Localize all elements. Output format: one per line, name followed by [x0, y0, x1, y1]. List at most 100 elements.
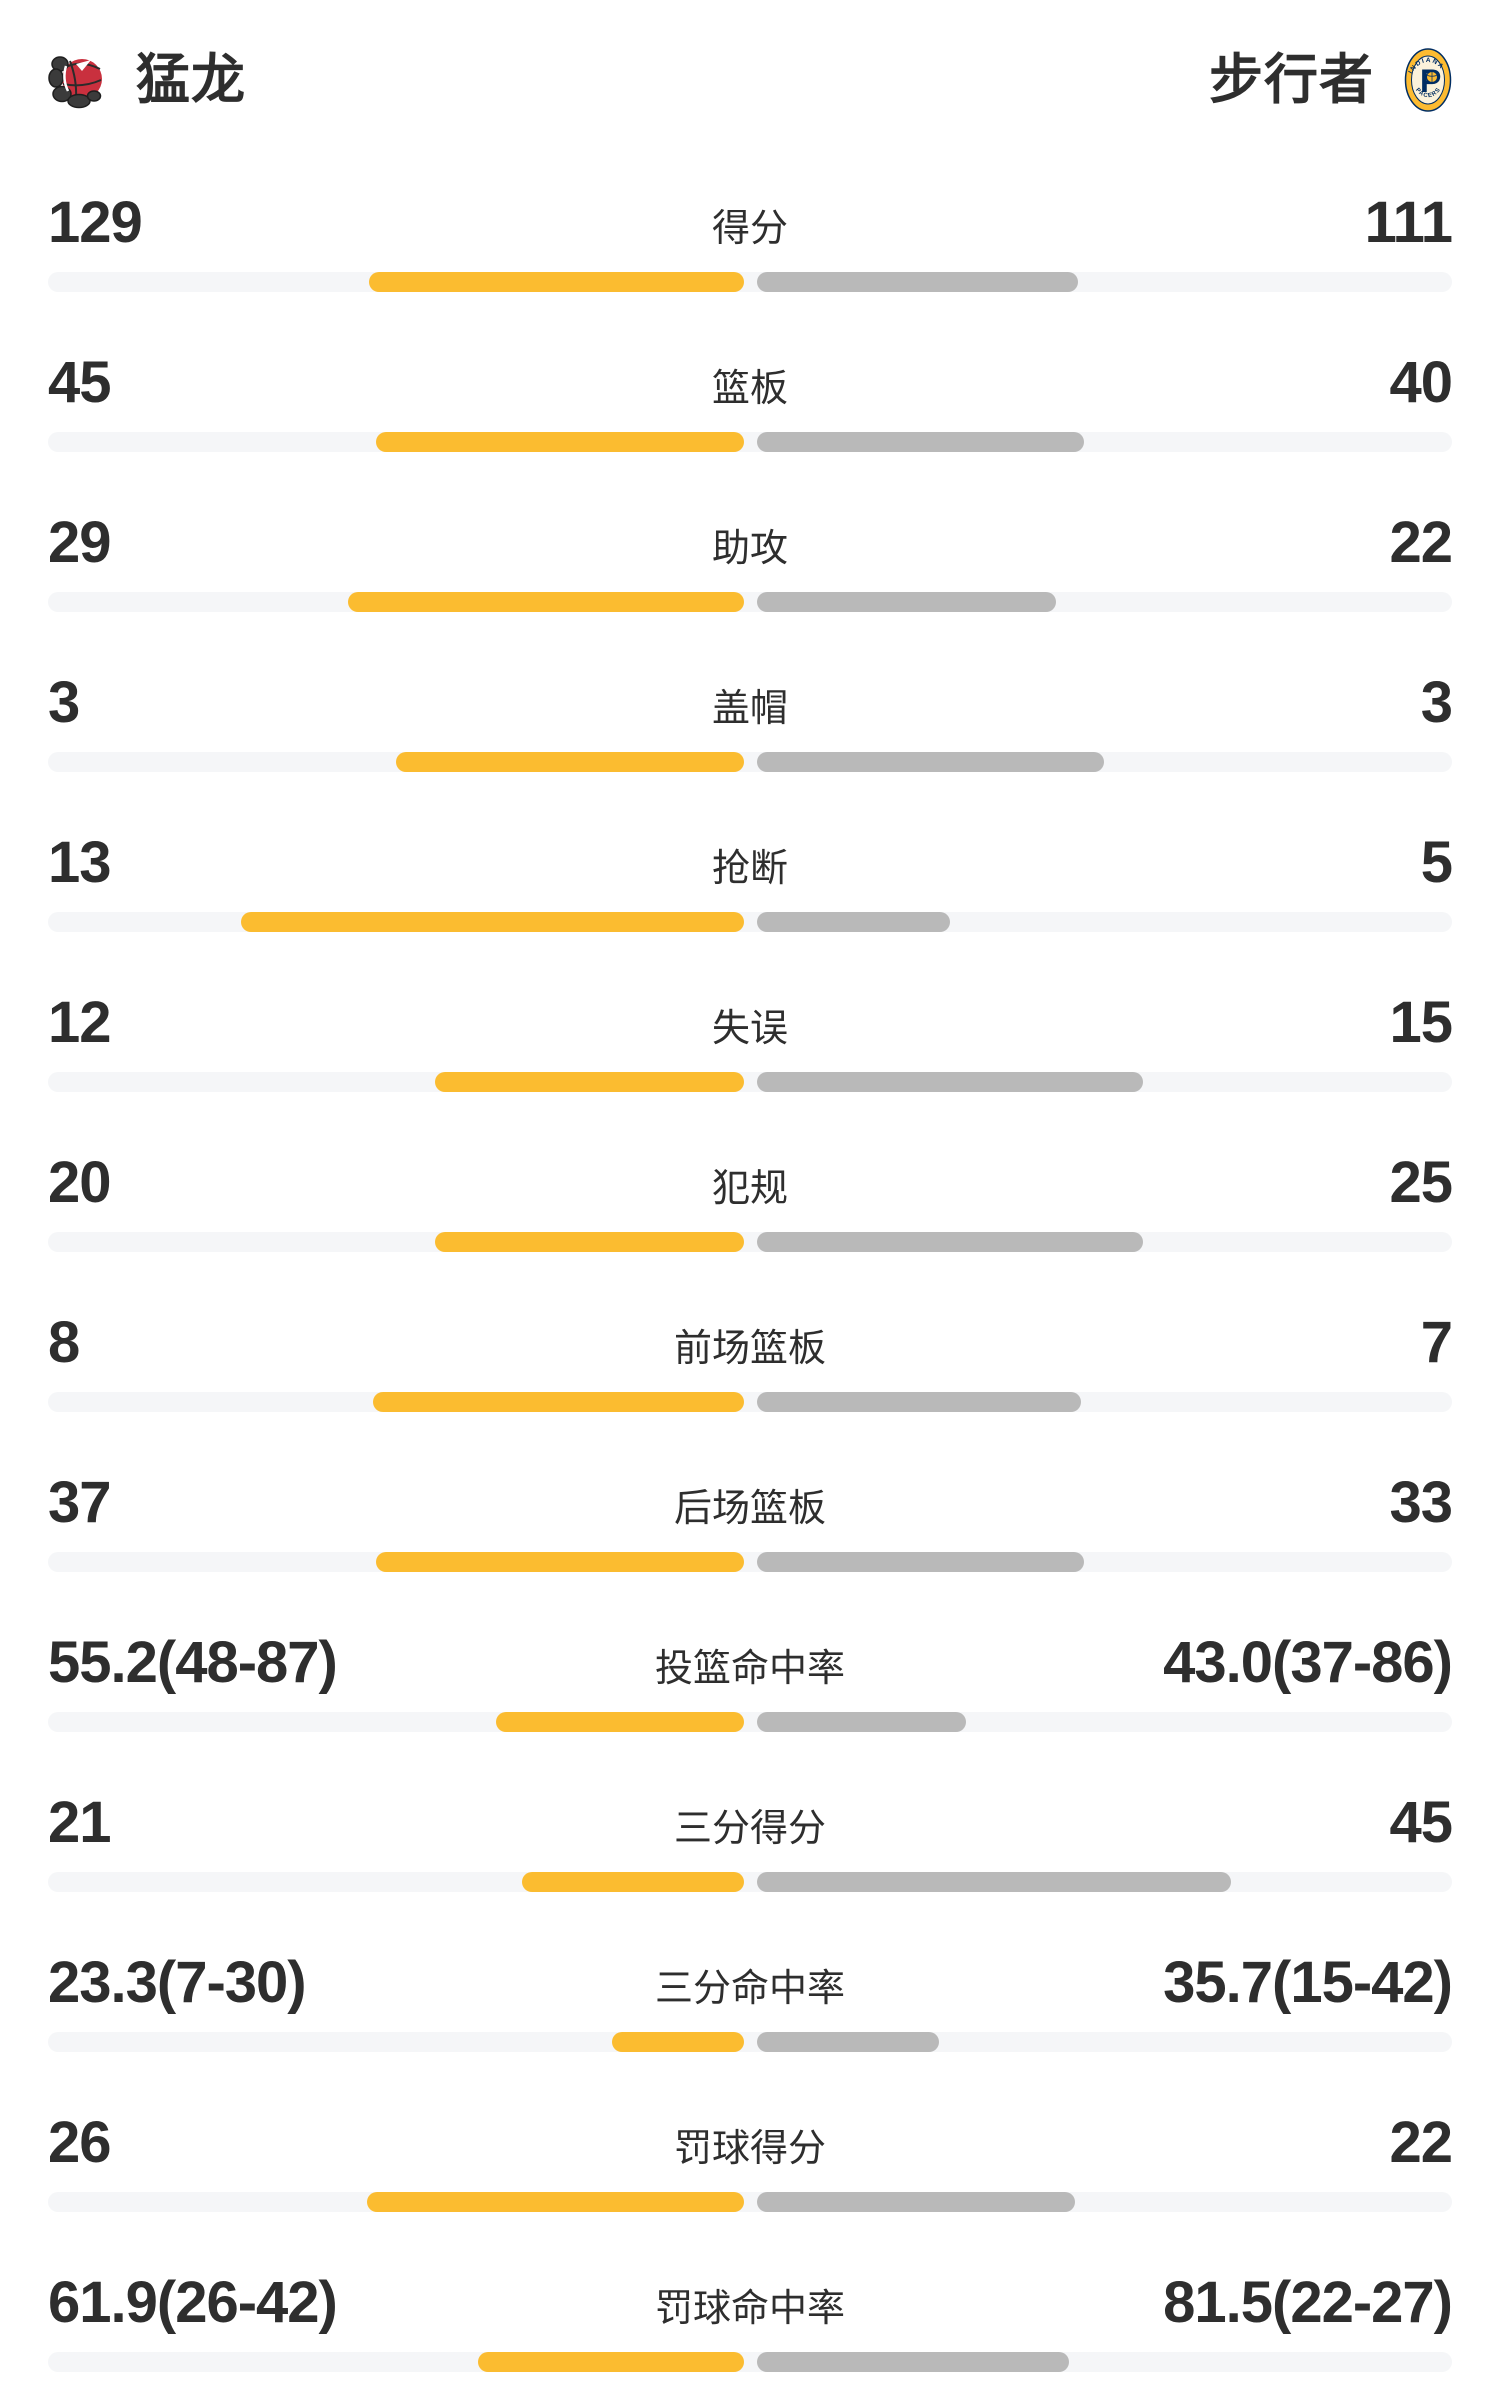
- stat-bar-right-half: [756, 1712, 1453, 1732]
- stat-bar-track: [48, 1392, 1452, 1412]
- stat-bar-left-half: [48, 1232, 744, 1252]
- stat-value-right: 43.0(37-86): [1163, 1630, 1453, 1695]
- stat-bar-right: [756, 2192, 1076, 2212]
- stat-bar-track: [48, 432, 1452, 452]
- stat-bar-left-half: [48, 2032, 744, 2052]
- stat-bar-right: [756, 1392, 1082, 1412]
- stat-value-left: 3: [48, 670, 80, 735]
- stat-value-right: 25: [1389, 1150, 1453, 1215]
- stat-bar-right-half: [756, 2032, 1453, 2052]
- stat-row: 61.9(26-42) 罚球命中率 81.5(22-27): [0, 2240, 1500, 2400]
- stat-bar-left: [477, 2352, 744, 2372]
- stat-value-right: 5: [1420, 830, 1453, 895]
- stat-bar-right: [756, 592, 1057, 612]
- stat-label: 三分得分: [673, 1808, 826, 1850]
- stat-value-left: 55.2(48-87): [48, 1630, 338, 1695]
- stat-bar-left: [375, 1552, 744, 1572]
- stat-row: 129 得分 111: [0, 160, 1500, 320]
- stat-bar-right-half: [756, 912, 1453, 932]
- stat-bar-left: [375, 432, 744, 452]
- stat-bar-track: [48, 1232, 1452, 1252]
- stat-row: 23.3(7-30) 三分命中率 35.7(15-42): [0, 1920, 1500, 2080]
- stat-bar-left: [612, 2032, 744, 2052]
- stat-row: 12 失误 15: [0, 960, 1500, 1120]
- stat-bar-right: [756, 1872, 1231, 1892]
- stat-bar-left-half: [48, 2352, 744, 2372]
- stat-bar-left-half: [48, 272, 744, 292]
- stat-bar-right-half: [756, 432, 1453, 452]
- stat-bar-track: [48, 1712, 1452, 1732]
- stat-bar-track: [48, 2032, 1452, 2052]
- stat-bar-left-half: [48, 592, 744, 612]
- stat-bar-right: [756, 1072, 1144, 1092]
- stat-bar-left-half: [48, 1712, 744, 1732]
- stat-bar-track: [48, 592, 1452, 612]
- stat-bar-right: [756, 272, 1078, 292]
- stat-bar-right-half: [756, 2352, 1453, 2372]
- stat-label: 盖帽: [711, 688, 788, 730]
- stat-bar-right-half: [756, 752, 1453, 772]
- stat-bar-right-half: [756, 1872, 1453, 1892]
- stat-label: 犯规: [711, 1168, 788, 1210]
- stat-row: 29 助攻 22: [0, 480, 1500, 640]
- stat-row: 20 犯规 25: [0, 1120, 1500, 1280]
- stat-bar-left: [347, 592, 744, 612]
- team-left-name: 猛龙: [136, 50, 246, 110]
- stat-bar-left-half: [48, 1072, 744, 1092]
- stat-bar-right: [756, 1552, 1085, 1572]
- stat-bar-left-half: [48, 1392, 744, 1412]
- stat-label: 投篮命中率: [654, 1648, 845, 1690]
- team-right-name: 步行者: [1209, 50, 1374, 110]
- stat-value-left: 20: [48, 1150, 112, 1215]
- stat-label: 得分: [711, 208, 788, 250]
- stat-bar-track: [48, 2192, 1452, 2212]
- stat-value-right: 81.5(22-27): [1163, 2270, 1453, 2335]
- stat-bar-track: [48, 272, 1452, 292]
- stat-row: 37 后场篮板 33: [0, 1440, 1500, 1600]
- stat-bar-right: [756, 432, 1085, 452]
- stat-value-right: 33: [1389, 1470, 1453, 1535]
- stat-bar-right: [756, 752, 1105, 772]
- stat-value-left: 12: [48, 990, 112, 1055]
- stat-value-left: 61.9(26-42): [48, 2270, 338, 2335]
- stat-label: 助攻: [711, 528, 788, 570]
- stat-value-right: 7: [1420, 1310, 1453, 1375]
- team-right: 步行者 INDIANA PACERS P: [1209, 47, 1452, 113]
- stat-bar-track: [48, 1552, 1452, 1572]
- stat-value-right: 111: [1364, 190, 1453, 255]
- stat-bar-track: [48, 1872, 1452, 1892]
- stat-bar-left-half: [48, 912, 744, 932]
- stat-bar-right-half: [756, 1232, 1453, 1252]
- stat-bar-right: [756, 2032, 940, 2052]
- stat-bar-left-half: [48, 1552, 744, 1572]
- stat-value-right: 40: [1389, 350, 1453, 415]
- stat-value-left: 23.3(7-30): [48, 1950, 307, 2015]
- stat-label: 后场篮板: [673, 1488, 826, 1530]
- stat-bar-right: [756, 2352, 1069, 2372]
- stat-row: 26 罚球得分 22: [0, 2080, 1500, 2240]
- stat-value-left: 45: [48, 350, 112, 415]
- stat-value-left: 29: [48, 510, 112, 575]
- stat-row: 3 盖帽 3: [0, 640, 1500, 800]
- stat-value-left: 13: [48, 830, 112, 895]
- stat-bar-right-half: [756, 1552, 1453, 1572]
- stat-label: 三分命中率: [654, 1968, 845, 2010]
- stat-row: 8 前场篮板 7: [0, 1280, 1500, 1440]
- stat-label: 抢断: [711, 848, 788, 890]
- stat-bar-right-half: [756, 272, 1453, 292]
- stat-value-right: 15: [1389, 990, 1453, 1055]
- stat-label: 罚球得分: [673, 2128, 826, 2170]
- stat-bar-right: [756, 1712, 966, 1732]
- team-left: 猛龙: [48, 49, 246, 111]
- stat-label: 罚球命中率: [654, 2288, 845, 2330]
- stat-bar-left: [434, 1232, 744, 1252]
- stat-value-right: 22: [1389, 510, 1453, 575]
- stat-bar-left-half: [48, 1872, 744, 1892]
- stat-bar-right-half: [756, 1392, 1453, 1412]
- raptors-logo-icon: [48, 56, 102, 109]
- stat-row: 45 篮板 40: [0, 320, 1500, 480]
- stat-value-right: 3: [1420, 670, 1453, 735]
- stat-bar-left: [366, 2192, 744, 2212]
- stat-bar-left: [522, 1872, 744, 1892]
